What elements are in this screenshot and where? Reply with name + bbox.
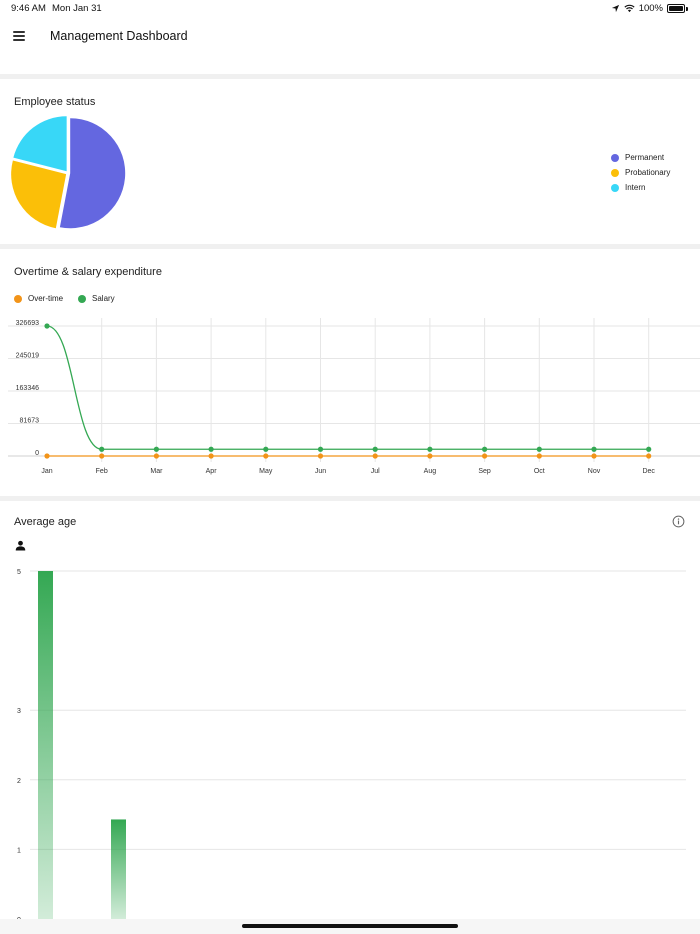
data-point-overtime[interactable] bbox=[153, 453, 159, 459]
data-point-salary[interactable] bbox=[263, 446, 269, 452]
x-tick-label: Apr bbox=[206, 468, 218, 475]
divider bbox=[0, 74, 700, 79]
data-point-overtime[interactable] bbox=[427, 453, 433, 459]
data-point-overtime[interactable] bbox=[536, 453, 542, 459]
legend-label-overtime: Over-time bbox=[28, 294, 64, 303]
series-line-salary bbox=[46, 325, 649, 450]
x-tick-label: Jul bbox=[371, 468, 380, 475]
x-tick-label: Oct bbox=[534, 468, 545, 475]
pie-slice-intern[interactable] bbox=[13, 116, 67, 172]
data-point-overtime[interactable] bbox=[317, 453, 324, 459]
legend-intern[interactable]: Intern bbox=[611, 183, 645, 192]
data-point-overtime[interactable] bbox=[482, 453, 488, 459]
battery-icon bbox=[667, 4, 685, 13]
age-bar-top bbox=[38, 571, 53, 573]
battery-tip-icon bbox=[686, 6, 688, 11]
data-point-salary[interactable] bbox=[646, 446, 652, 452]
x-tick-label: Dec bbox=[642, 468, 655, 475]
legend-dot-salary bbox=[78, 294, 86, 303]
data-point-overtime[interactable] bbox=[646, 453, 652, 459]
legend-label-salary: Salary bbox=[92, 294, 115, 303]
overtime-salary-title: Overtime & salary expenditure bbox=[14, 266, 162, 278]
data-point-salary[interactable] bbox=[44, 323, 50, 329]
data-point-salary[interactable] bbox=[208, 446, 214, 452]
page-title: Management Dashboard bbox=[50, 29, 188, 43]
employee-status-title: Employee status bbox=[14, 96, 96, 108]
legend-dot-overtime bbox=[14, 294, 22, 303]
y-tick-label: 2 bbox=[17, 778, 21, 785]
legend-label-permanent: Permanent bbox=[625, 153, 665, 162]
pie-slice-permanent[interactable] bbox=[59, 118, 126, 229]
average-age-bar-chart: 0 1 2 3 5 bbox=[17, 569, 686, 920]
x-tick-label: Jan bbox=[41, 468, 52, 475]
person-icon bbox=[15, 540, 26, 551]
data-point-salary[interactable] bbox=[99, 446, 105, 452]
x-tick-label: Sep bbox=[478, 468, 491, 475]
data-point-overtime[interactable] bbox=[208, 453, 214, 459]
age-bar[interactable] bbox=[111, 819, 126, 919]
legend-dot-permanent bbox=[611, 153, 619, 162]
legend-label-intern: Intern bbox=[625, 183, 646, 192]
data-point-overtime[interactable] bbox=[99, 453, 105, 459]
data-point-overtime[interactable] bbox=[591, 453, 597, 459]
home-indicator[interactable] bbox=[242, 924, 458, 928]
y-tick-label: 245019 bbox=[16, 353, 39, 360]
legend-salary[interactable]: Salary bbox=[78, 294, 115, 303]
y-tick-label: 3 bbox=[17, 708, 21, 715]
average-age-title: Average age bbox=[14, 516, 77, 528]
divider bbox=[0, 496, 700, 501]
data-point-salary[interactable] bbox=[372, 446, 378, 452]
y-tick-label: 1 bbox=[17, 847, 21, 854]
y-tick-label: 5 bbox=[17, 569, 21, 576]
x-tick-label: Mar bbox=[150, 468, 163, 475]
legend-overtime[interactable]: Over-time bbox=[14, 294, 63, 303]
y-tick-label: 81673 bbox=[20, 418, 40, 425]
info-icon[interactable] bbox=[672, 515, 685, 528]
status-date: Mon Jan 31 bbox=[52, 3, 102, 14]
x-tick-label: Jun bbox=[315, 468, 326, 475]
battery-percent: 100% bbox=[638, 3, 663, 14]
x-tick-label: May bbox=[259, 468, 273, 475]
app-bar: Management Dashboard bbox=[0, 18, 700, 74]
overtime-salary-line-chart: 0 81673 163346 245019 326693 Jan Feb Mar Apr May J… bbox=[8, 318, 700, 475]
legend-label-probationary: Probationary bbox=[625, 168, 671, 177]
hamburger-menu-icon[interactable] bbox=[13, 31, 25, 41]
status-right: 100% bbox=[611, 3, 688, 14]
location-arrow-icon bbox=[611, 4, 619, 13]
x-tick-label: Nov bbox=[588, 468, 601, 475]
data-point-salary[interactable] bbox=[427, 446, 433, 452]
x-tick-label: Aug bbox=[424, 468, 437, 475]
wifi-icon bbox=[624, 4, 635, 13]
data-point-salary[interactable] bbox=[536, 446, 542, 452]
y-tick-label: 326693 bbox=[16, 320, 39, 327]
data-point-salary[interactable] bbox=[591, 446, 597, 452]
age-bar-top bbox=[111, 819, 126, 822]
data-point-overtime[interactable] bbox=[44, 453, 50, 459]
employee-status-pie-chart bbox=[11, 116, 126, 229]
data-point-salary[interactable] bbox=[482, 446, 488, 452]
data-point-overtime[interactable] bbox=[372, 453, 378, 459]
divider bbox=[0, 244, 700, 249]
pie-slice-probationary[interactable] bbox=[11, 160, 67, 229]
x-tick-label: Feb bbox=[96, 468, 108, 475]
status-time: 9:46 AM bbox=[11, 3, 46, 14]
y-tick-label: 0 bbox=[35, 450, 39, 457]
age-bar[interactable] bbox=[38, 571, 53, 919]
line-chart-grid bbox=[8, 318, 700, 462]
y-tick-label: 0 bbox=[17, 917, 21, 920]
legend-permanent[interactable]: Permanent bbox=[611, 153, 664, 162]
status-bar: 9:46 AM Mon Jan 31 100% bbox=[0, 0, 700, 18]
data-point-overtime[interactable] bbox=[263, 453, 269, 459]
data-point-salary[interactable] bbox=[153, 446, 159, 452]
legend-probationary[interactable]: Probationary bbox=[611, 168, 670, 177]
y-tick-label: 163346 bbox=[16, 385, 39, 392]
data-point-salary[interactable] bbox=[317, 446, 324, 452]
legend-dot-probationary bbox=[611, 168, 619, 177]
legend-dot-intern bbox=[611, 183, 619, 192]
